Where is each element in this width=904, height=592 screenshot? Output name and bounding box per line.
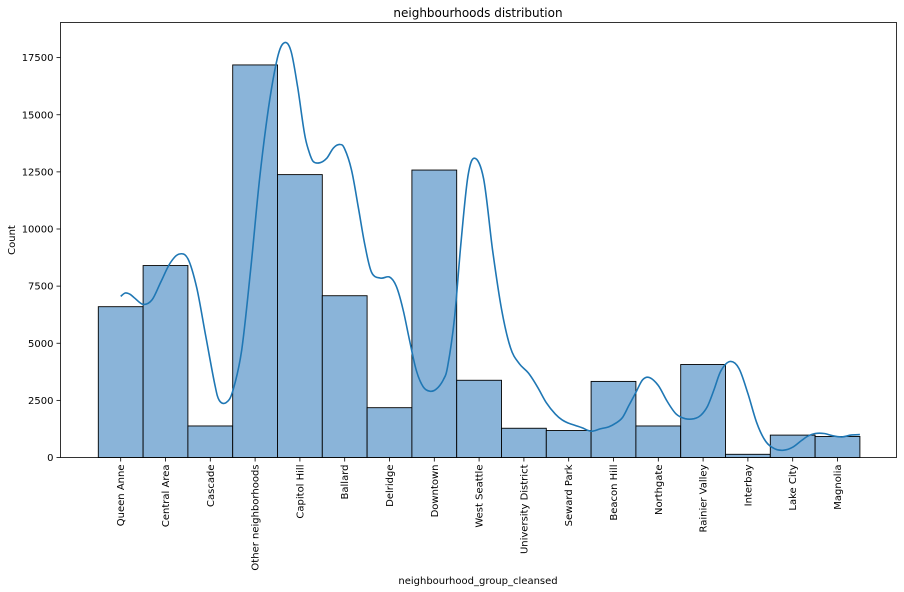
bar-cascade	[187, 425, 234, 458]
x-tick-label-northgate: Northgate	[654, 465, 665, 516]
x-axis-ticks: Queen Anne Central Area Cascade Other neigh…	[116, 457, 844, 571]
bar-magnolia	[814, 436, 861, 458]
kde-line	[120, 41, 860, 452]
x-tick-label-magnolia: Magnolia	[833, 465, 844, 510]
x-tick-label-cascade: Cascade	[206, 465, 217, 507]
bar-queen-anne	[97, 306, 144, 458]
x-tick-label-ballard: Ballard	[340, 465, 351, 500]
x-tick-label-other-neighborhoods: Other neighborhoods	[251, 465, 262, 571]
y-tick-label: 7500	[28, 282, 53, 293]
y-tick-label: 2500	[28, 396, 53, 407]
y-axis-label: Count	[7, 225, 18, 255]
bar-capitol-hill	[277, 174, 323, 458]
x-tick-label-seward-park: Seward Park	[564, 464, 575, 526]
x-tick-label-lake-city: Lake City	[788, 464, 799, 510]
y-axis-ticks: 0 2500 5000 7500 10000 12500 15000 17500	[22, 53, 61, 464]
x-axis-label: neighbourhood_group_cleansed	[398, 576, 557, 587]
x-tick-label-rainier-valley: Rainier Valley	[699, 464, 710, 532]
x-tick-label-beacon-hill: Beacon Hill	[609, 465, 620, 521]
chart-title: neighbourhoods distribution	[393, 6, 562, 20]
bar-interbay	[725, 453, 771, 458]
bar-beacon-hill	[590, 380, 637, 458]
bar-delridge	[366, 407, 413, 458]
y-tick-label: 12500	[22, 167, 54, 178]
x-tick-label-university-district: University District	[519, 464, 530, 554]
y-tick-label: 10000	[22, 225, 54, 236]
bar-university-district	[501, 427, 547, 458]
bar-ballard	[321, 295, 368, 458]
bar-central-area	[142, 265, 189, 458]
x-tick-label-west-seattle: West Seattle	[475, 465, 486, 528]
x-tick-label-interbay: Interbay	[743, 464, 754, 506]
bars-group	[97, 64, 861, 458]
bar-west-seattle	[456, 379, 502, 458]
x-tick-label-central-area: Central Area	[161, 465, 172, 528]
y-tick-label: 0	[47, 453, 53, 464]
x-tick-label-delridge: Delridge	[385, 465, 396, 507]
bar-other-neighborhoods	[232, 64, 278, 458]
x-tick-label-downtown: Downtown	[430, 465, 441, 518]
y-tick-label: 17500	[22, 53, 54, 64]
y-tick-label: 5000	[28, 339, 53, 350]
x-tick-label-capitol-hill: Capitol Hill	[295, 465, 306, 519]
bar-downtown	[411, 169, 458, 458]
x-tick-label-queen-anne: Queen Anne	[116, 465, 127, 527]
bar-seward-park	[545, 430, 592, 458]
y-tick-label: 15000	[22, 110, 54, 121]
bar-rainier-valley	[680, 364, 726, 458]
bar-northgate	[635, 425, 682, 458]
